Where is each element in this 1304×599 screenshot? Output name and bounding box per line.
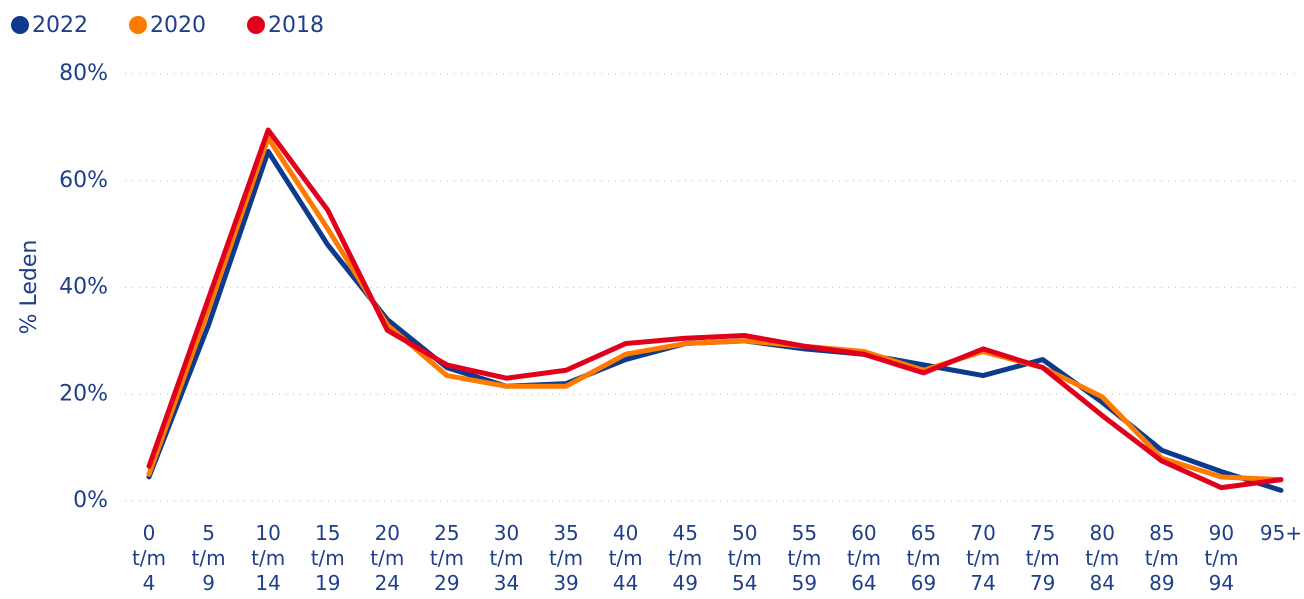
y-tick-label: 40%	[59, 275, 108, 300]
y-tick-label: 80%	[59, 61, 108, 86]
x-tick-label: 10 t/m 14	[251, 521, 286, 595]
x-tick-label: 15 t/m 19	[310, 521, 345, 595]
legend-label: 2018	[268, 13, 324, 38]
series-line	[146, 127, 1284, 491]
x-tick-label: 5 t/m 9	[191, 521, 226, 595]
y-tick-label: 20%	[59, 381, 108, 406]
x-tick-label: 75 t/m 79	[1025, 521, 1060, 595]
y-tick-label: 0%	[73, 488, 108, 513]
legend-label: 2020	[150, 13, 206, 38]
x-tick-label: 45 t/m 49	[668, 521, 703, 595]
x-tick-label: 70 t/m 74	[966, 521, 1001, 595]
x-tick-label: 0 t/m 4	[131, 521, 167, 595]
x-tick-label: 40 t/m 44	[608, 521, 643, 595]
x-tick-label: 55 t/m 59	[787, 521, 822, 595]
x-tick-label: 85 t/m 89	[1144, 521, 1179, 595]
legend-label: 2022	[32, 13, 88, 38]
y-axis-label: % Leden	[17, 240, 42, 335]
x-tick-label: 20 t/m 24	[370, 521, 405, 595]
x-tick-label: 65 t/m 69	[906, 521, 941, 595]
legend-marker	[247, 16, 265, 34]
x-tick-label: 35 t/m 39	[549, 521, 584, 595]
x-tick-label: 25 t/m 29	[429, 521, 464, 595]
x-tick-label: 80 t/m 84	[1085, 521, 1120, 595]
x-tick-label: 90 t/m 94	[1204, 521, 1239, 595]
series-line	[146, 135, 1284, 483]
x-tick-label: 95+	[1259, 521, 1303, 545]
x-tick-label: 30 t/m 34	[489, 521, 524, 595]
legend-marker	[129, 16, 147, 34]
x-tick-label: 60 t/m 64	[846, 521, 881, 595]
y-tick-label: 60%	[59, 168, 108, 193]
legend-marker	[11, 16, 29, 34]
x-tick-label: 50 t/m 54	[727, 521, 762, 595]
